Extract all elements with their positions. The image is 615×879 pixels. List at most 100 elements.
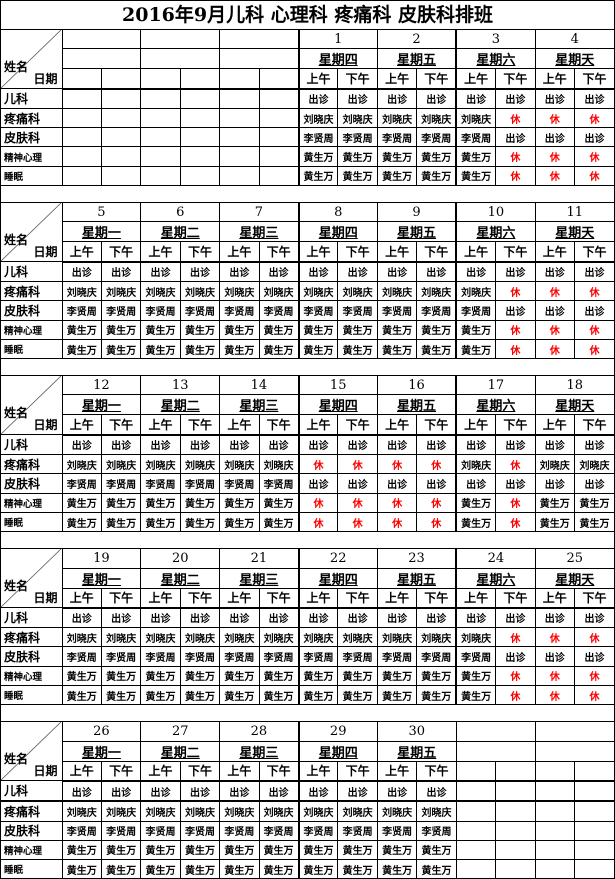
department-label: 精神心理 bbox=[1, 319, 63, 340]
schedule-cell: 黄生万 bbox=[100, 319, 142, 340]
schedule-cell: 黄生万 bbox=[140, 492, 181, 513]
schedule-cell: 黄生万 bbox=[140, 685, 181, 706]
schedule-cell: 黄生万 bbox=[376, 839, 418, 861]
schedule-cell bbox=[100, 146, 142, 167]
am-header: 上午 bbox=[376, 68, 418, 90]
schedule-cell: 刘晓庆 bbox=[337, 280, 378, 302]
schedule-cell: 休 bbox=[376, 492, 418, 513]
schedule-cell bbox=[495, 859, 536, 879]
pm-header: 下午 bbox=[258, 241, 300, 263]
schedule-cell: 黄生万 bbox=[61, 338, 102, 360]
corner-header: 姓名 日期 bbox=[1, 30, 63, 90]
date-cell: 17 bbox=[455, 376, 536, 396]
am-header: 上午 bbox=[534, 414, 575, 436]
schedule-cell: 出诊 bbox=[100, 607, 142, 629]
pm-header: 下午 bbox=[258, 587, 300, 609]
schedule-cell: 刘晓庆 bbox=[179, 800, 221, 822]
am-header: 上午 bbox=[62, 760, 102, 782]
pm-header: 下午 bbox=[337, 760, 378, 782]
schedule-cell: 刘晓庆 bbox=[376, 800, 418, 822]
pm-header: 下午 bbox=[416, 241, 457, 263]
schedule-cell: 黄生万 bbox=[100, 492, 142, 513]
schedule-cell: 李贤周 bbox=[376, 300, 418, 321]
schedule-cell: 李贤周 bbox=[140, 473, 181, 494]
schedule-cell: 休 bbox=[573, 685, 614, 706]
week-table: 姓名 日期 5 6 7 8 9 10 11 星期一 星期二 星期三 星期四 星期五 星期六 星期天 上午 下午 上午… bbox=[1, 203, 614, 360]
schedule-cell bbox=[100, 88, 142, 109]
weekday-cell: 星期四 bbox=[297, 740, 378, 762]
date-cell: 19 bbox=[61, 549, 142, 569]
schedule-cell: 出诊 bbox=[179, 780, 221, 802]
schedule-cell bbox=[140, 146, 181, 167]
date-cell: 18 bbox=[534, 376, 614, 396]
schedule-cell: 黄生万 bbox=[337, 146, 378, 167]
schedule-cell: 黄生万 bbox=[455, 338, 497, 360]
weekday-cell: 星期天 bbox=[534, 567, 614, 589]
pm-header: 下午 bbox=[416, 587, 457, 609]
schedule-cell: 黄生万 bbox=[140, 665, 181, 687]
schedule-cell bbox=[140, 88, 181, 109]
weekday-cell: 星期二 bbox=[140, 394, 221, 416]
schedule-cell: 休 bbox=[573, 165, 614, 187]
schedule-cell: 黄生万 bbox=[179, 839, 221, 861]
schedule-cell: 出诊 bbox=[376, 434, 418, 456]
schedule-cell: 黄生万 bbox=[219, 338, 260, 360]
schedule-cell bbox=[455, 780, 497, 802]
schedule-cell: 黄生万 bbox=[455, 146, 497, 167]
weekday-cell bbox=[219, 48, 300, 70]
schedule-cell: 出诊 bbox=[140, 261, 181, 282]
department-label: 皮肤科 bbox=[1, 127, 63, 148]
schedule-cell: 李贤周 bbox=[179, 820, 221, 841]
schedule-cell: 刘晓庆 bbox=[100, 280, 142, 302]
pm-header: 下午 bbox=[179, 241, 221, 263]
block-spacer bbox=[1, 532, 614, 550]
schedule-cell: 休 bbox=[534, 165, 575, 187]
schedule-cell: 刘晓庆 bbox=[337, 627, 378, 648]
schedule-cell: 出诊 bbox=[179, 607, 221, 629]
name-label: 姓名 bbox=[4, 406, 29, 421]
schedule-cell: 出诊 bbox=[376, 88, 418, 109]
schedule-cell: 出诊 bbox=[258, 780, 300, 802]
weekday-cell: 星期天 bbox=[534, 394, 614, 416]
schedule-cell: 黄生万 bbox=[100, 511, 142, 533]
schedule-cell bbox=[495, 839, 536, 861]
am-header: 上午 bbox=[376, 587, 418, 609]
schedule-cell: 刘晓庆 bbox=[297, 107, 339, 129]
schedule-cell: 李贤周 bbox=[140, 646, 181, 667]
schedule-cell: 刘晓庆 bbox=[219, 627, 260, 648]
pm-header: 下午 bbox=[258, 760, 300, 782]
schedule-cell: 休 bbox=[573, 280, 614, 302]
department-label: 皮肤科 bbox=[1, 820, 63, 841]
schedule-cell bbox=[219, 127, 260, 148]
schedule-cell: 黄生万 bbox=[455, 165, 497, 187]
schedule-cell: 李贤周 bbox=[100, 820, 142, 841]
schedule-cell: 李贤周 bbox=[455, 300, 497, 321]
schedule-cell: 出诊 bbox=[495, 434, 536, 456]
name-label: 姓名 bbox=[4, 233, 29, 248]
pm-header bbox=[495, 760, 536, 782]
date-cell: 4 bbox=[534, 30, 614, 50]
schedule-cell: 黄生万 bbox=[258, 319, 300, 340]
schedule-cell: 黄生万 bbox=[376, 165, 418, 187]
schedule-cell: 黄生万 bbox=[61, 511, 102, 533]
weekday-cell bbox=[534, 740, 614, 762]
corner-header: 姓名 日期 bbox=[1, 722, 63, 782]
schedule-cell: 出诊 bbox=[455, 473, 497, 494]
department-label: 精神心理 bbox=[1, 839, 63, 861]
schedule-cell: 黄生万 bbox=[258, 839, 300, 861]
schedule-cell bbox=[495, 800, 536, 822]
schedule-cell: 黄生万 bbox=[140, 859, 181, 879]
schedule-cell bbox=[534, 800, 575, 822]
department-label: 睡眠 bbox=[1, 165, 63, 187]
schedule-cell: 刘晓庆 bbox=[179, 454, 221, 475]
pm-header: 下午 bbox=[100, 760, 142, 782]
am-header: 上午 bbox=[219, 414, 260, 436]
schedule-cell: 休 bbox=[337, 492, 378, 513]
pm-header: 下午 bbox=[495, 241, 536, 263]
schedule-cell: 出诊 bbox=[297, 780, 339, 802]
week-table: 姓名 日期 26 27 28 29 30 星期一 星期二 星期三 星期四 星期五 上午 下午 上午 下午 上午下… bbox=[1, 722, 614, 879]
schedule-cell: 出诊 bbox=[534, 300, 575, 321]
schedule-cell: 刘晓庆 bbox=[573, 454, 614, 475]
schedule-cell: 出诊 bbox=[534, 261, 575, 282]
schedule-cell: 出诊 bbox=[534, 88, 575, 109]
